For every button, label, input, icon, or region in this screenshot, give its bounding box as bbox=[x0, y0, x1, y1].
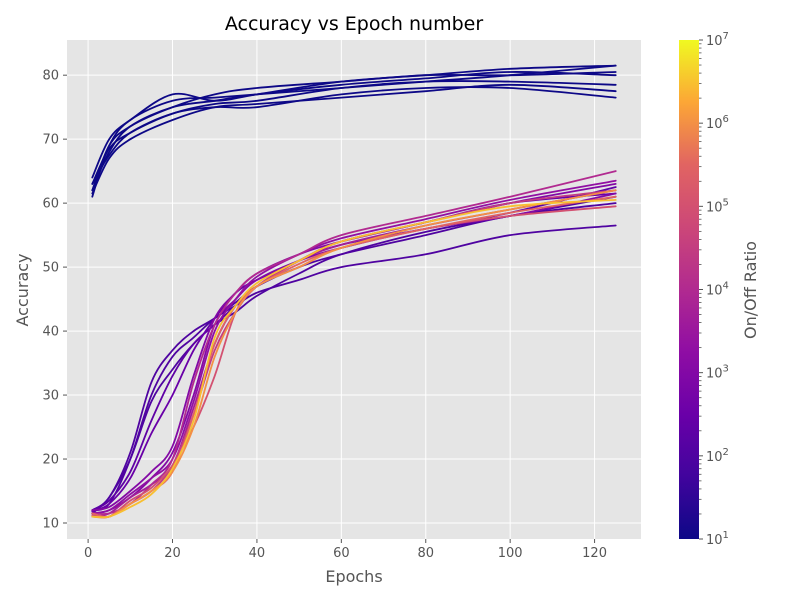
y-tick-label: 60 bbox=[42, 197, 59, 212]
y-tick-label: 80 bbox=[42, 69, 59, 84]
y-ticks: 10 20 30 40 50 60 70 80 bbox=[42, 69, 67, 532]
series-line-5 bbox=[91, 83, 617, 195]
series-lines bbox=[91, 64, 617, 519]
colorbar-tick-label: 101 bbox=[706, 530, 729, 548]
colorbar-tick-label: 105 bbox=[706, 197, 729, 215]
colorbar-tick-label: 102 bbox=[706, 447, 729, 465]
y-tick-label: 70 bbox=[42, 133, 59, 148]
x-tick-label: 120 bbox=[582, 546, 607, 561]
y-tick-label: 50 bbox=[42, 261, 59, 276]
series-line-9 bbox=[91, 202, 617, 512]
x-tick-label: 60 bbox=[333, 546, 350, 561]
series-line-3 bbox=[91, 80, 617, 185]
y-tick-label: 30 bbox=[42, 389, 59, 404]
y-tick-label: 20 bbox=[42, 453, 59, 468]
grid bbox=[67, 40, 641, 539]
colorbar-tick-label: 104 bbox=[706, 281, 729, 299]
x-axis-label: Epochs bbox=[325, 567, 382, 586]
colorbar bbox=[679, 40, 699, 539]
x-tick-label: 0 bbox=[84, 546, 92, 561]
series-line-4 bbox=[91, 64, 617, 179]
series-line-15 bbox=[91, 179, 617, 515]
colorbar-ticks: 101 102 103 104 105 106 107 bbox=[699, 31, 729, 548]
colorbar-label: On/Off Ratio bbox=[741, 241, 760, 339]
y-axis-label: Accuracy bbox=[13, 253, 32, 326]
x-tick-label: 20 bbox=[164, 546, 181, 561]
series-line-21 bbox=[91, 189, 617, 519]
x-tick-label: 40 bbox=[249, 546, 266, 561]
y-tick-label: 40 bbox=[42, 325, 59, 340]
x-tick-label: 100 bbox=[498, 546, 523, 561]
series-line-6 bbox=[91, 86, 617, 185]
series-line-22 bbox=[91, 199, 617, 519]
colorbar-tick-label: 107 bbox=[706, 31, 729, 49]
y-tick-label: 10 bbox=[42, 517, 59, 532]
colorbar-tick-label: 106 bbox=[706, 114, 729, 132]
series-line-7 bbox=[91, 71, 617, 192]
x-ticks: 0 20 40 60 80 100 120 bbox=[84, 539, 607, 561]
x-tick-label: 80 bbox=[417, 546, 434, 561]
chart-title: Accuracy vs Epoch number bbox=[225, 13, 484, 35]
colorbar-tick-label: 103 bbox=[706, 364, 729, 382]
